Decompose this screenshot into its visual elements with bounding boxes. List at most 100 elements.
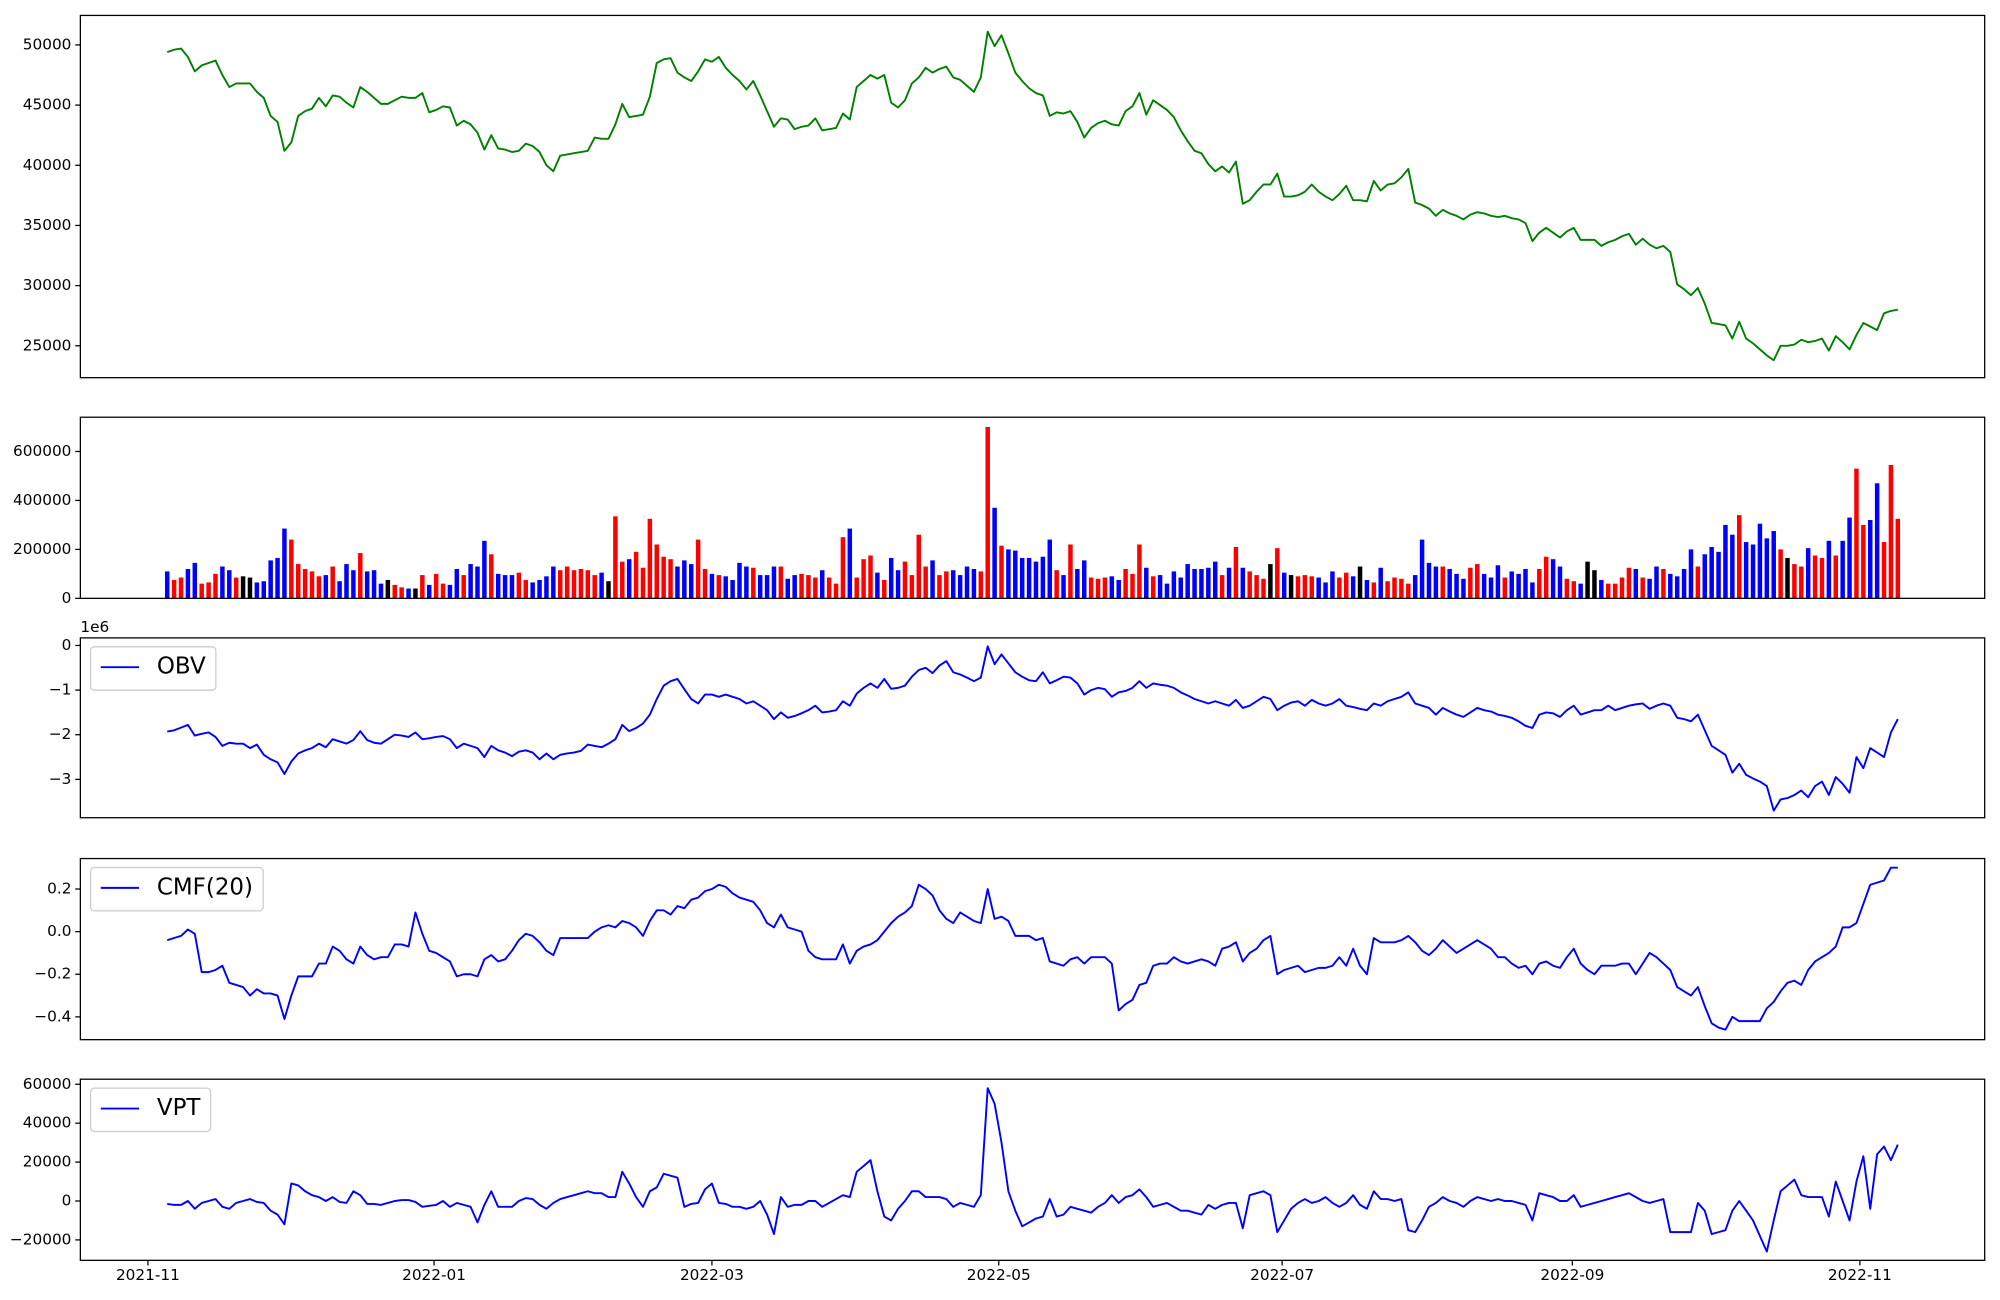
- bar: [785, 578, 791, 599]
- bar: [1102, 577, 1108, 599]
- bar: [957, 575, 963, 599]
- bar: [744, 566, 749, 599]
- axis-offset-text: 1e6: [80, 618, 109, 636]
- bar: [268, 560, 273, 599]
- bar: [1619, 577, 1625, 599]
- bar: [606, 581, 611, 599]
- bar: [1474, 564, 1480, 599]
- bar: [399, 587, 404, 599]
- bar: [1688, 549, 1694, 599]
- bar: [640, 567, 646, 599]
- bar: [1495, 565, 1501, 599]
- bar: [1778, 549, 1783, 599]
- bar: [1881, 542, 1887, 599]
- line: [166, 30, 1898, 362]
- bar: [1412, 575, 1418, 599]
- bar: [778, 566, 784, 599]
- y-tick-label: 25000: [23, 336, 72, 354]
- bar: [406, 588, 411, 599]
- bar: [819, 570, 825, 599]
- bar: [557, 570, 563, 599]
- bar: [1681, 568, 1687, 599]
- bar: [1895, 518, 1901, 599]
- bar: [1199, 568, 1204, 599]
- bar: [875, 572, 880, 599]
- bar: [695, 539, 701, 599]
- bar: [578, 568, 584, 599]
- bar: [1771, 531, 1776, 599]
- bar: [1040, 556, 1046, 599]
- bar: [1654, 566, 1659, 599]
- y-tick-label: 20000: [23, 1153, 72, 1171]
- y-tick-label: 60000: [23, 1075, 72, 1093]
- bar: [1564, 578, 1570, 599]
- bar: [661, 556, 666, 599]
- bar: [544, 576, 549, 599]
- bar: [461, 575, 466, 599]
- y-tick-label: −20000: [10, 1230, 71, 1248]
- axes-frame: [79, 637, 1986, 819]
- bar: [1026, 557, 1032, 599]
- bar: [1254, 575, 1259, 599]
- bar: [1502, 577, 1508, 599]
- bar: [1006, 549, 1011, 599]
- bar: [1150, 576, 1156, 599]
- bar: [344, 564, 349, 599]
- y-tick-label: 0: [62, 636, 72, 654]
- bar: [1702, 554, 1708, 599]
- bar: [1123, 568, 1128, 599]
- axes-frame: [79, 416, 1986, 599]
- bar: [1399, 578, 1404, 599]
- bar: [371, 570, 377, 599]
- bar: [937, 575, 942, 599]
- bar: [1716, 551, 1721, 599]
- bar: [1357, 566, 1363, 599]
- axes-frame: [79, 857, 1986, 1041]
- bar: [861, 559, 866, 599]
- bar: [192, 562, 198, 599]
- bar: [1095, 578, 1101, 599]
- bar: [1743, 542, 1749, 599]
- bar: [254, 582, 260, 599]
- bar: [551, 566, 556, 599]
- bar: [1640, 577, 1645, 599]
- bar: [944, 571, 949, 599]
- bar: [813, 577, 818, 599]
- bar: [1406, 583, 1411, 599]
- y-tick-label: −3: [49, 770, 72, 788]
- bar: [1185, 564, 1190, 599]
- bar: [888, 557, 894, 599]
- bar: [1054, 570, 1059, 599]
- bar: [923, 566, 928, 599]
- bar: [1109, 576, 1115, 599]
- bar: [185, 568, 191, 599]
- line: [167, 1087, 1899, 1253]
- bar: [1302, 575, 1308, 599]
- bar: [599, 572, 604, 599]
- bar: [1730, 534, 1735, 599]
- bar: [1695, 566, 1701, 599]
- bar: [840, 537, 846, 599]
- bar: [868, 555, 873, 599]
- bar: [1075, 568, 1080, 599]
- bar: [895, 570, 901, 599]
- bar: [1516, 573, 1521, 599]
- bar: [1261, 578, 1266, 599]
- bar: [1212, 561, 1218, 599]
- bar: [1019, 557, 1025, 599]
- bar: [564, 566, 570, 599]
- bar: [1736, 515, 1742, 599]
- bar: [1550, 559, 1556, 599]
- bar: [454, 568, 460, 599]
- x-tick-label: 2022-11: [1828, 1266, 1892, 1284]
- panel: −20000 0 20000 40000 60000 2021-11 2022-01 2022…: [10, 1075, 1986, 1284]
- bar: [985, 427, 990, 599]
- bar: [495, 573, 501, 599]
- bar: [1233, 546, 1239, 599]
- bar: [1668, 573, 1673, 599]
- bar: [757, 575, 763, 599]
- bar: [1805, 548, 1811, 599]
- bar: [240, 576, 246, 599]
- bar: [682, 560, 687, 599]
